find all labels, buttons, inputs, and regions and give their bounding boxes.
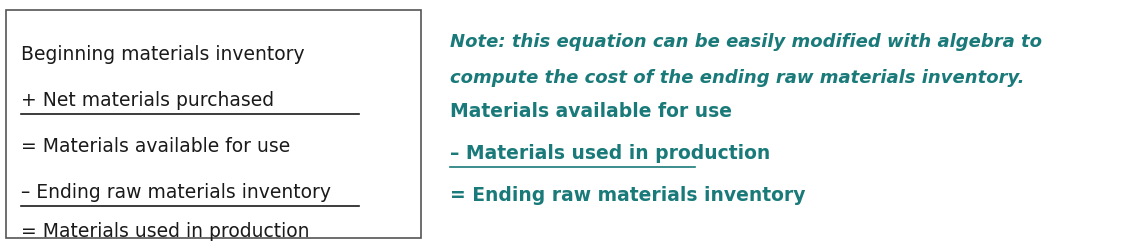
Text: – Materials used in production: – Materials used in production [450, 144, 770, 163]
Text: = Materials used in production: = Materials used in production [21, 222, 309, 241]
Text: – Ending raw materials inventory: – Ending raw materials inventory [21, 183, 330, 202]
Text: Materials available for use: Materials available for use [450, 102, 732, 121]
Text: = Materials available for use: = Materials available for use [21, 137, 289, 156]
Text: compute the cost of the ending raw materials inventory.: compute the cost of the ending raw mater… [450, 69, 1024, 87]
Text: + Net materials purchased: + Net materials purchased [21, 91, 273, 110]
Bar [6, 10, 421, 238]
Text: = Ending raw materials inventory: = Ending raw materials inventory [450, 186, 805, 205]
Text: Note: this equation can be easily modified with algebra to: Note: this equation can be easily modifi… [450, 33, 1042, 51]
Text: Beginning materials inventory: Beginning materials inventory [21, 45, 304, 64]
